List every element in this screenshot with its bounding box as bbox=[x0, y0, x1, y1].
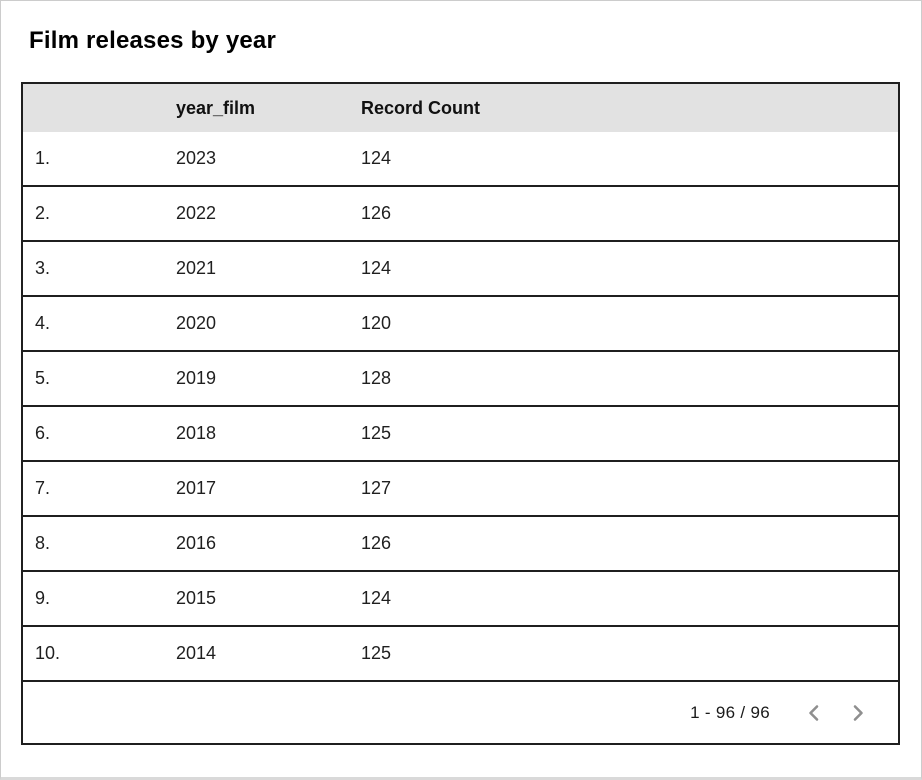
header-cell-record-count[interactable]: Record Count bbox=[361, 97, 480, 118]
year-film-cell: 2017 bbox=[176, 478, 217, 498]
year-film-cell: 2018 bbox=[176, 423, 217, 443]
row-number-cell: 5. bbox=[35, 368, 51, 388]
row-number-cell: 7. bbox=[35, 478, 51, 498]
record-count-cell: 120 bbox=[361, 313, 392, 333]
row-number-cell: 9. bbox=[35, 588, 51, 608]
table-row[interactable]: 4. 2020 120 bbox=[23, 297, 898, 352]
table-row[interactable]: 1. 2023 124 bbox=[23, 132, 898, 187]
year-film-cell: 2015 bbox=[176, 588, 217, 608]
table-footer: 1 - 96 / 96 bbox=[23, 682, 898, 743]
table-row[interactable]: 8. 2016 126 bbox=[23, 517, 898, 572]
row-number-cell: 1. bbox=[35, 148, 51, 168]
year-film-cell: 2022 bbox=[176, 203, 217, 223]
next-page-button[interactable] bbox=[836, 691, 880, 735]
table-row[interactable]: 6. 2018 125 bbox=[23, 407, 898, 462]
data-table: year_film Record Count 1. 2023 124 2. 20… bbox=[21, 82, 900, 745]
table-row[interactable]: 9. 2015 124 bbox=[23, 572, 898, 627]
year-film-cell: 2021 bbox=[176, 258, 217, 278]
table-header-row: year_film Record Count bbox=[23, 84, 898, 132]
record-count-cell: 124 bbox=[361, 148, 392, 168]
record-count-cell: 125 bbox=[361, 643, 392, 663]
row-number-cell: 10. bbox=[35, 643, 61, 663]
record-count-cell: 128 bbox=[361, 368, 392, 388]
year-film-cell: 2020 bbox=[176, 313, 217, 333]
row-number-cell: 3. bbox=[35, 258, 51, 278]
record-count-cell: 124 bbox=[361, 258, 392, 278]
year-film-cell: 2014 bbox=[176, 643, 217, 663]
row-number-cell: 6. bbox=[35, 423, 51, 443]
row-number-cell: 4. bbox=[35, 313, 51, 333]
year-film-cell: 2019 bbox=[176, 368, 217, 388]
table-row[interactable]: 7. 2017 127 bbox=[23, 462, 898, 517]
pagination-range-label: 1 - 96 / 96 bbox=[690, 702, 770, 722]
record-count-cell: 126 bbox=[361, 203, 392, 223]
table-body: 1. 2023 124 2. 2022 126 3. 2021 124 4. 2… bbox=[23, 132, 898, 682]
year-film-cell: 2016 bbox=[176, 533, 217, 553]
record-count-cell: 126 bbox=[361, 533, 392, 553]
chart-title: Film releases by year bbox=[29, 27, 277, 54]
table-row[interactable]: 5. 2019 128 bbox=[23, 352, 898, 407]
record-count-cell: 125 bbox=[361, 423, 392, 443]
row-number-cell: 2. bbox=[35, 203, 51, 223]
table-row[interactable]: 10. 2014 125 bbox=[23, 627, 898, 682]
record-count-cell: 127 bbox=[361, 478, 392, 498]
year-film-cell: 2023 bbox=[176, 148, 217, 168]
chevron-left-icon bbox=[802, 701, 826, 725]
table-row[interactable]: 3. 2021 124 bbox=[23, 242, 898, 297]
record-count-cell: 124 bbox=[361, 588, 392, 608]
prev-page-button[interactable] bbox=[792, 691, 836, 735]
table-row[interactable]: 2. 2022 126 bbox=[23, 187, 898, 242]
chevron-right-icon bbox=[846, 701, 870, 725]
row-number-cell: 8. bbox=[35, 533, 51, 553]
header-cell-year-film[interactable]: year_film bbox=[176, 97, 256, 118]
